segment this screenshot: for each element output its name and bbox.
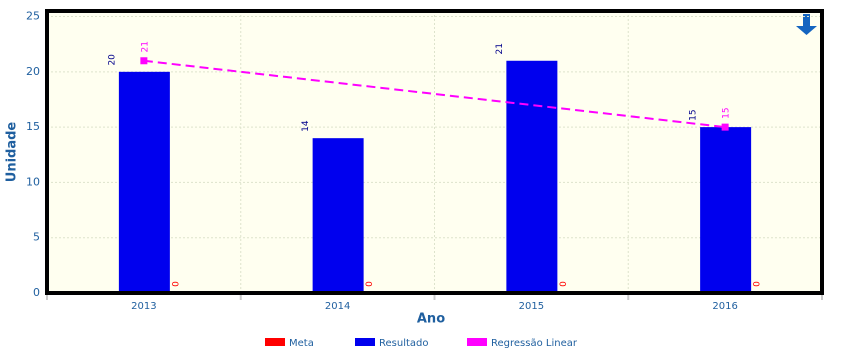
bar	[506, 60, 558, 293]
y-tick-label: 20	[26, 65, 40, 78]
legend-item[interactable]: Meta	[265, 338, 314, 349]
regression-marker	[140, 57, 148, 65]
data-label: 0	[753, 281, 763, 287]
data-label: 15	[689, 109, 699, 120]
legend-item[interactable]: Regressão Linear	[467, 338, 578, 349]
y-axis-label: Unidade	[5, 122, 20, 183]
data-label: 14	[301, 120, 311, 132]
data-label: 21	[140, 41, 150, 52]
legend-swatch	[355, 338, 375, 346]
y-tick-label: 5	[33, 231, 40, 244]
legend-label: Meta	[289, 338, 314, 349]
legend-swatch	[265, 338, 285, 346]
data-label: 21	[495, 43, 505, 54]
x-tick-label: 2013	[131, 301, 156, 312]
legend-swatch	[467, 338, 487, 346]
legend-label: Resultado	[379, 338, 429, 349]
x-tick-label: 2015	[519, 301, 544, 312]
legend-label: Regressão Linear	[491, 338, 578, 349]
bar	[700, 127, 752, 293]
data-label: 0	[559, 281, 569, 287]
data-label: 0	[365, 281, 375, 287]
y-tick-label: 10	[26, 175, 40, 188]
y-tick-label: 15	[26, 120, 40, 133]
legend-item[interactable]: Resultado	[355, 338, 429, 349]
x-axis-label: Ano	[417, 312, 445, 327]
plot-border	[45, 9, 824, 295]
download-icon[interactable]	[796, 14, 817, 35]
data-label: 15	[722, 107, 732, 118]
x-tick-label: 2016	[712, 301, 737, 312]
regression-marker	[721, 123, 729, 131]
data-label: 20	[107, 54, 117, 66]
y-tick-label: 25	[26, 10, 40, 23]
y-tick-label: 0	[33, 286, 40, 299]
x-tick-label: 2014	[325, 301, 350, 312]
bar	[312, 138, 364, 293]
data-label: 0	[171, 281, 181, 287]
bar	[118, 71, 170, 293]
